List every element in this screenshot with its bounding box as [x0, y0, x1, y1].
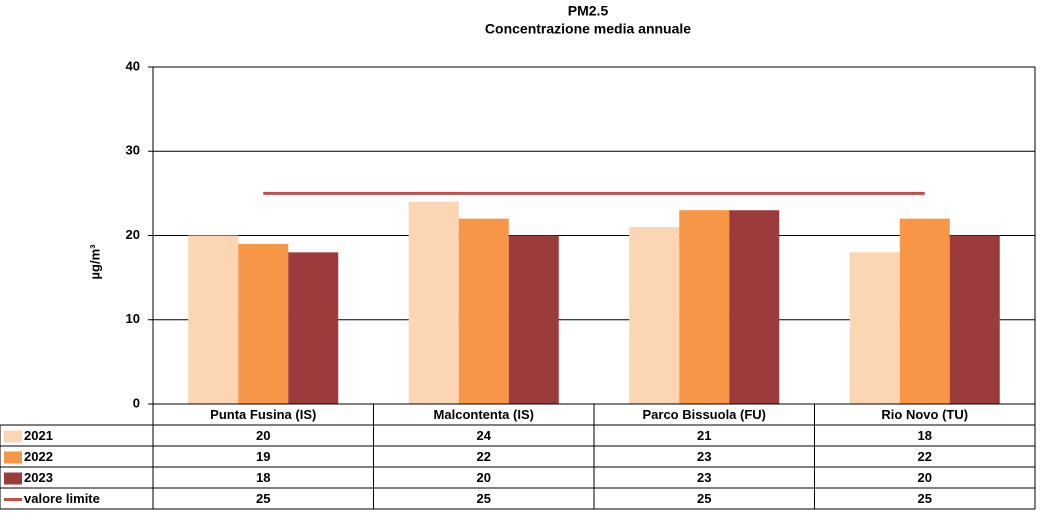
- bar: [899, 218, 950, 404]
- y-tick-label: 30: [126, 143, 140, 158]
- x-tick-label: Rio Novo (TU): [881, 407, 968, 422]
- legend-label: 2023: [24, 470, 53, 485]
- table-value: 25: [477, 491, 491, 506]
- bar: [408, 201, 459, 404]
- x-tick-label: Punta Fusina (IS): [210, 407, 316, 422]
- table-value: 23: [697, 449, 711, 464]
- bar: [729, 210, 780, 404]
- x-tick-label: Malcontenta (IS): [434, 407, 534, 422]
- y-axis-label: µg/m³: [87, 244, 102, 280]
- bar: [238, 243, 289, 404]
- table-value: 24: [477, 428, 492, 443]
- table-value: 20: [256, 428, 270, 443]
- y-tick-label: 10: [126, 311, 140, 326]
- table-value: 20: [918, 470, 932, 485]
- bar: [849, 252, 900, 404]
- table-value: 18: [256, 470, 270, 485]
- table-value: 25: [918, 491, 932, 506]
- table-value: 23: [697, 470, 711, 485]
- legend-label: valore limite: [24, 491, 100, 506]
- table-value: 22: [477, 449, 491, 464]
- table-value: 25: [697, 491, 711, 506]
- x-tick-label: Parco Bissuola (FU): [642, 407, 766, 422]
- chart-subtitle: Concentrazione media annuale: [485, 21, 691, 37]
- y-tick-label: 0: [133, 395, 140, 410]
- legend-swatch: [4, 472, 22, 485]
- bar: [288, 252, 339, 404]
- table-value: 19: [256, 449, 270, 464]
- table-value: 20: [477, 470, 491, 485]
- table-value: 25: [256, 491, 270, 506]
- legend-label: 2022: [24, 449, 53, 464]
- table-value: 18: [918, 428, 932, 443]
- legend-swatch: [4, 430, 22, 443]
- legend-label: 2021: [24, 428, 53, 443]
- legend-swatch: [4, 451, 22, 464]
- bar: [679, 210, 730, 404]
- bar: [508, 235, 559, 404]
- table-value: 21: [697, 428, 711, 443]
- bar: [188, 235, 239, 404]
- bar: [629, 227, 680, 404]
- y-tick-label: 40: [126, 58, 140, 73]
- y-tick-label: 20: [126, 227, 140, 242]
- bar: [458, 218, 509, 404]
- chart-title: PM2.5: [568, 3, 609, 19]
- table-value: 22: [918, 449, 932, 464]
- bar: [949, 235, 1000, 404]
